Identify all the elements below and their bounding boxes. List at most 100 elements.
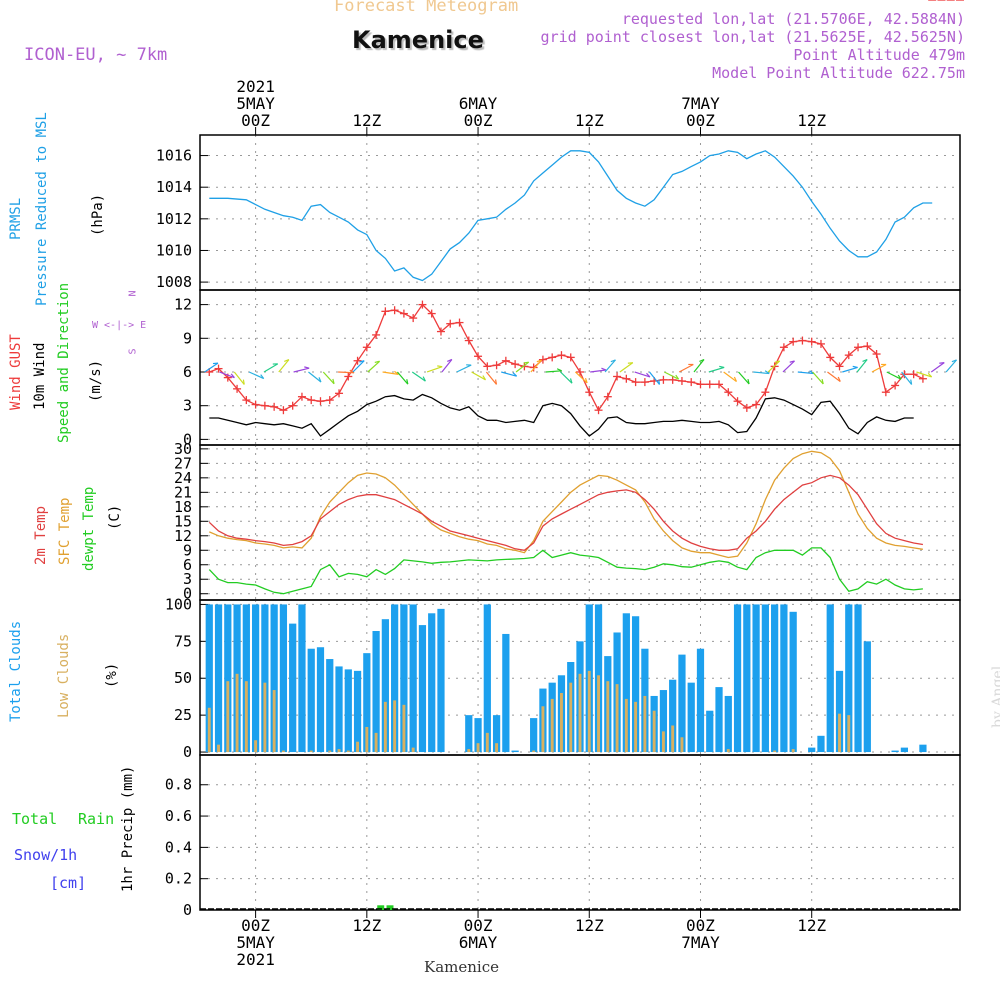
total-cloud-bar: [826, 604, 834, 753]
precip-cm-label: [cm]: [50, 874, 87, 892]
xtick-label-bottom: 00Z: [241, 916, 270, 935]
arrow-head: [789, 360, 795, 363]
arrow-shaft: [396, 371, 409, 385]
total-cloud-bar: [437, 608, 445, 753]
wind-direction-arrow: [693, 358, 705, 373]
arrow-head: [512, 372, 518, 377]
arrow-head: [374, 360, 380, 364]
wind-gust-point: [715, 380, 724, 389]
wind-gust-point: [344, 372, 353, 381]
wind-direction-arrow: [545, 368, 562, 373]
wind-direction-arrow: [248, 371, 265, 380]
arrow-head: [951, 359, 957, 363]
wind-direction-arrow: [619, 362, 634, 373]
arrow-shaft: [530, 359, 543, 373]
wind-direction-arrow: [649, 371, 661, 385]
total-cloud-bar: [622, 613, 630, 753]
total-cloud-bar: [242, 604, 250, 753]
wind-direction-arrow: [812, 371, 824, 385]
wind-gust-point: [446, 319, 455, 328]
ytick-label-wind: 3: [183, 397, 192, 415]
wind-direction-arrow: [664, 371, 680, 380]
wind-gust-point: [538, 355, 547, 364]
xtick-label-top: 12Z: [575, 111, 604, 130]
total-cloud-bar: [400, 604, 408, 753]
wind-gust-point: [492, 361, 501, 370]
wind-gust-point: [807, 337, 816, 346]
total-cloud-bar: [659, 690, 668, 753]
low-cloud-bar: [272, 690, 276, 753]
arrow-shaft: [945, 359, 958, 373]
xtick-label-top: 00Z: [686, 111, 715, 130]
arrow-head: [675, 374, 680, 380]
total-cloud-bar: [381, 619, 389, 753]
low-cloud-bar: [532, 750, 536, 753]
total-cloud-bar: [817, 735, 825, 753]
low-cloud-bar: [365, 726, 369, 753]
panel-frame-temp: [199, 444, 961, 601]
total-cloud-bar: [900, 747, 909, 753]
arrow-head: [699, 358, 705, 362]
wind-direction-arrow: [827, 371, 841, 383]
arrow-shaft: [723, 371, 737, 383]
ytick-label-pressure: 1012: [156, 210, 192, 228]
wind-gust-point: [270, 402, 279, 411]
panel-frame-precip: [199, 754, 961, 911]
wind-gust-point: [826, 353, 835, 362]
total-cloud-bar: [733, 604, 742, 753]
arrow-shaft: [693, 359, 705, 373]
wind-gust-point: [863, 342, 872, 351]
arrow-shaft: [293, 367, 310, 373]
wind-direction-arrow: [456, 364, 472, 373]
low-cloud-bar: [244, 681, 248, 753]
low-cloud-bar: [652, 710, 656, 753]
total-cloud-bar: [251, 604, 260, 753]
xtick-label-bottom: 12Z: [575, 916, 604, 935]
low-cloud-bar: [235, 673, 239, 753]
total-cloud-bar: [715, 687, 723, 753]
wind-gust-point: [816, 339, 825, 348]
low-cloud-bar: [569, 682, 573, 753]
arrow-head: [422, 376, 426, 382]
wind-gust-point: [362, 343, 371, 352]
footer-location: Kamenice: [424, 958, 499, 976]
arrow-head: [862, 358, 868, 362]
arrow-shaft: [797, 371, 814, 375]
arrow-head: [230, 373, 235, 379]
wind-direction-arrow: [723, 371, 738, 383]
wind-direction-arrow: [574, 371, 588, 384]
sfc-temp-line: [209, 450, 923, 559]
ytick-label-temp: 3: [183, 570, 192, 588]
arrow-shaft: [456, 364, 472, 373]
wind-gust-point: [677, 376, 686, 385]
arrow-shaft: [590, 369, 607, 373]
wind-direction-arrow: [233, 371, 245, 385]
low-cloud-bar: [541, 706, 545, 753]
ytick-label-precip: 0.8: [165, 776, 192, 794]
low-cloud-bar: [578, 673, 582, 753]
wind-gust-point: [835, 362, 844, 371]
arrow-head: [437, 365, 443, 368]
wind-gust-point: [789, 337, 798, 346]
total-cloud-bar: [631, 616, 640, 753]
arrow-head: [897, 374, 902, 380]
wind-direction-arrow: [916, 371, 933, 378]
arrow-head: [447, 358, 453, 362]
arrow-shaft: [678, 363, 694, 373]
xtick-label-top: 5MAY: [236, 94, 275, 113]
total-cloud-bar: [214, 604, 223, 753]
wind-gust-point: [427, 309, 436, 318]
wind-direction-arrow: [678, 363, 694, 373]
low-cloud-bar: [661, 731, 665, 753]
xtick-label-bottom: 7MAY: [681, 933, 720, 952]
arrow-head: [627, 362, 633, 364]
wind-gust-point: [325, 396, 334, 405]
wind-direction-arrow: [782, 360, 795, 373]
arrow-head: [523, 361, 529, 364]
wind-gust-point: [353, 356, 362, 365]
precip-snow-label: Snow/1h: [14, 846, 78, 864]
arrow-shaft: [545, 370, 562, 373]
wind-direction-arrow: [515, 361, 530, 373]
total-cloud-bar: [511, 750, 519, 753]
